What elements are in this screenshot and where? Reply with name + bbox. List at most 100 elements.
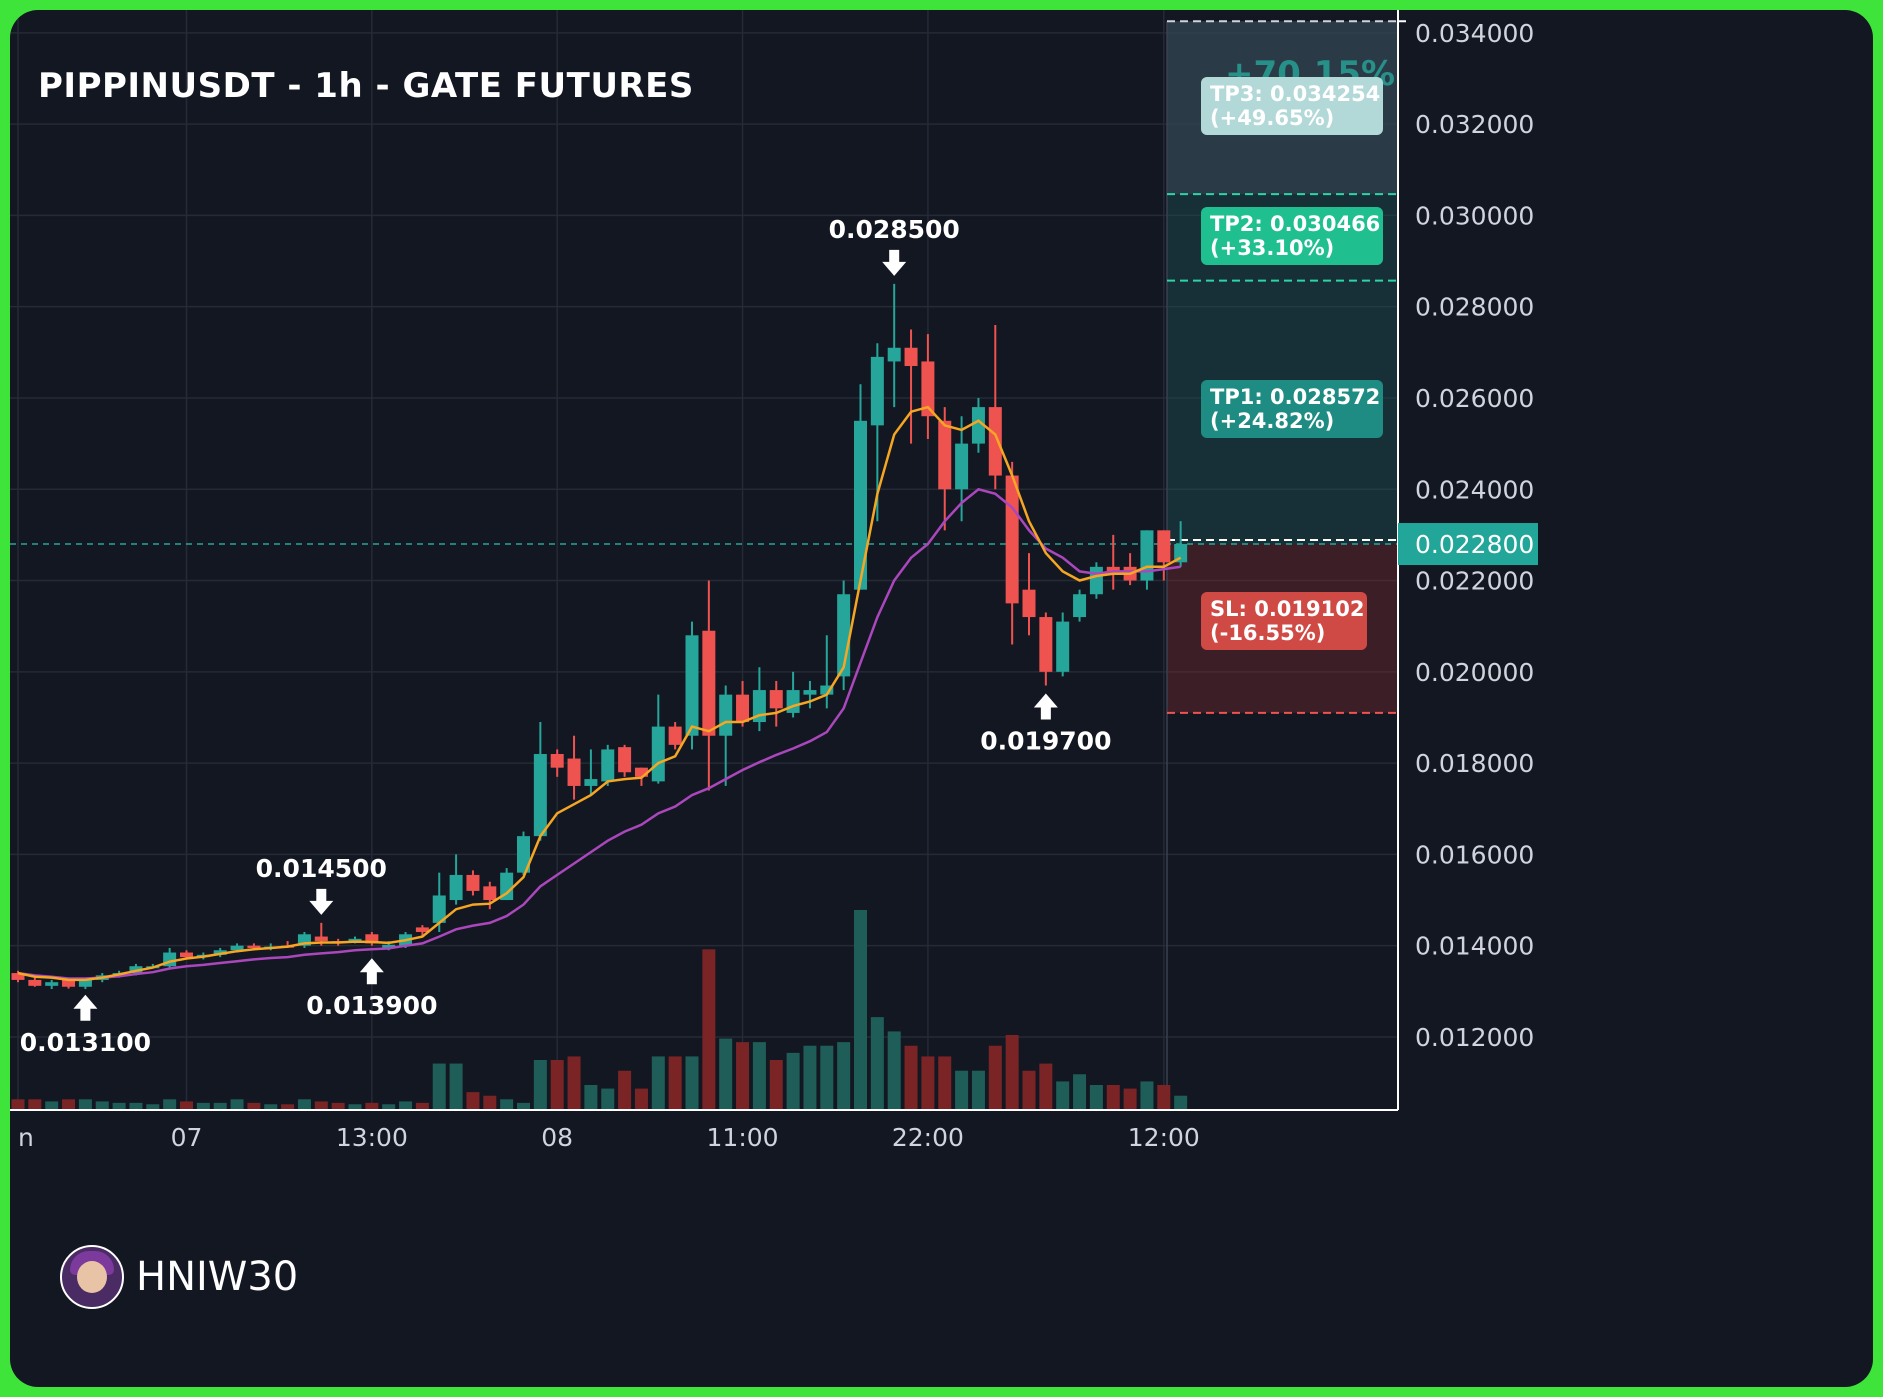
candle-body[interactable] xyxy=(550,753,564,768)
candle-body[interactable] xyxy=(45,982,59,986)
candle-body[interactable] xyxy=(62,979,76,987)
volume-bar xyxy=(668,1056,682,1110)
candle-body[interactable] xyxy=(432,895,446,923)
volume-bar xyxy=(1022,1070,1036,1110)
candle-body[interactable] xyxy=(1157,530,1171,563)
candle-body[interactable] xyxy=(213,950,227,955)
x-tick-label: 13:00 xyxy=(336,1123,408,1152)
candle-body[interactable] xyxy=(1056,621,1070,672)
candle-body[interactable] xyxy=(618,747,632,773)
candle-body[interactable] xyxy=(180,952,193,958)
volume-bar xyxy=(769,1060,783,1110)
candle-body[interactable] xyxy=(685,635,699,736)
candle-body[interactable] xyxy=(500,872,514,901)
candle-body[interactable] xyxy=(1089,566,1103,595)
candle-body[interactable] xyxy=(634,767,648,777)
x-tick-label: 12:00 xyxy=(1128,1123,1200,1152)
candle-body[interactable] xyxy=(736,694,750,723)
candle-body[interactable] xyxy=(786,690,800,713)
sl-box xyxy=(1201,592,1367,650)
volume-bar xyxy=(702,949,716,1110)
candle-body[interactable] xyxy=(803,690,817,695)
candle-body[interactable] xyxy=(567,758,581,786)
candle-body[interactable] xyxy=(1022,589,1036,618)
candle-body[interactable] xyxy=(1106,566,1120,572)
tp1-box xyxy=(1201,380,1383,438)
candle-body[interactable] xyxy=(1140,530,1154,581)
volume-bar xyxy=(466,1092,480,1110)
volume-bar xyxy=(820,1045,834,1110)
current-price-label: 0.022800 xyxy=(1415,530,1534,559)
arrow-up-icon xyxy=(359,958,384,985)
candle-body[interactable] xyxy=(466,874,480,891)
candle-body[interactable] xyxy=(11,973,25,980)
volume-bar xyxy=(314,1101,328,1110)
candle-body[interactable] xyxy=(449,874,463,901)
candle-body[interactable] xyxy=(247,945,261,948)
price-annotation: 0.014500 xyxy=(256,854,387,883)
candle-body[interactable] xyxy=(870,356,884,426)
tp3-box xyxy=(1201,77,1383,135)
volume-bar xyxy=(78,1099,92,1110)
candle-body[interactable] xyxy=(988,407,1002,476)
candle-body[interactable] xyxy=(365,934,379,944)
candle-body[interactable] xyxy=(348,938,362,942)
candle-body[interactable] xyxy=(938,420,952,490)
candle-body[interactable] xyxy=(887,347,901,362)
volume-bar xyxy=(601,1088,615,1110)
tp2-label: TP2: 0.030466 xyxy=(1210,212,1380,236)
candle-body[interactable] xyxy=(483,886,497,901)
volume-bar xyxy=(634,1088,648,1110)
volume-bar xyxy=(163,1099,177,1110)
candle-body[interactable] xyxy=(1039,617,1053,672)
candle-body[interactable] xyxy=(314,936,328,942)
candle-body[interactable] xyxy=(921,361,935,417)
volume-bar xyxy=(264,1104,278,1110)
volume-bar xyxy=(415,1102,429,1110)
candle-body[interactable] xyxy=(533,753,547,837)
candle-body[interactable] xyxy=(415,927,429,932)
annotations: 0.013100 0.014500 0.013900 0.028500 0.019700 xyxy=(20,215,1112,1057)
trade-zones xyxy=(10,20,1398,1110)
candle-body[interactable] xyxy=(702,630,716,736)
candle-body[interactable] xyxy=(28,979,42,986)
price-annotation: 0.019700 xyxy=(980,727,1111,756)
avatar-icon xyxy=(60,1245,124,1309)
volume-bar xyxy=(247,1102,261,1110)
candle-body[interactable] xyxy=(1005,475,1019,604)
candle-body[interactable] xyxy=(78,979,92,987)
candle-body[interactable] xyxy=(769,690,783,709)
candle-body[interactable] xyxy=(820,685,834,695)
candle-body[interactable] xyxy=(1174,544,1188,563)
candle-body[interactable] xyxy=(854,420,867,590)
volume-bar xyxy=(382,1104,396,1110)
tp3-label: TP3: 0.034254 xyxy=(1210,82,1380,106)
candle-body[interactable] xyxy=(955,443,969,490)
volume-bar xyxy=(500,1099,514,1110)
candle-body[interactable] xyxy=(601,749,615,782)
candle-body[interactable] xyxy=(584,779,598,786)
candle-body[interactable] xyxy=(971,407,985,444)
candle-body[interactable] xyxy=(382,944,396,948)
watermark-handle: HNIW30 xyxy=(136,1254,299,1300)
tp1-percent: (+24.82%) xyxy=(1210,409,1334,433)
volume-bar xyxy=(180,1101,193,1110)
candle-body[interactable] xyxy=(719,694,733,736)
candle-body[interactable] xyxy=(904,347,918,367)
candle-body[interactable] xyxy=(651,726,665,782)
axes: 0.034000 0.032000 0.030000 0.028000 0.026000… xyxy=(10,10,1538,1152)
price-annotation: 0.028500 xyxy=(829,215,960,244)
candle-body[interactable] xyxy=(297,934,311,946)
candle-body[interactable] xyxy=(517,836,530,873)
volume-bar xyxy=(870,1017,884,1110)
candle-body[interactable] xyxy=(668,726,682,745)
y-tick-label: 0.022000 xyxy=(1415,567,1534,596)
candle-body[interactable] xyxy=(230,945,244,951)
volume-bar xyxy=(736,1042,750,1110)
candle-body[interactable] xyxy=(1073,594,1087,618)
volume-bar xyxy=(567,1056,581,1110)
price-annotation: 0.013100 xyxy=(20,1028,151,1057)
candlestick-chart[interactable]: 0.013100 0.014500 0.013900 0.028500 0.019700… xyxy=(10,10,1873,1387)
volume-bar xyxy=(1005,1035,1019,1110)
volume-bar xyxy=(297,1099,311,1110)
